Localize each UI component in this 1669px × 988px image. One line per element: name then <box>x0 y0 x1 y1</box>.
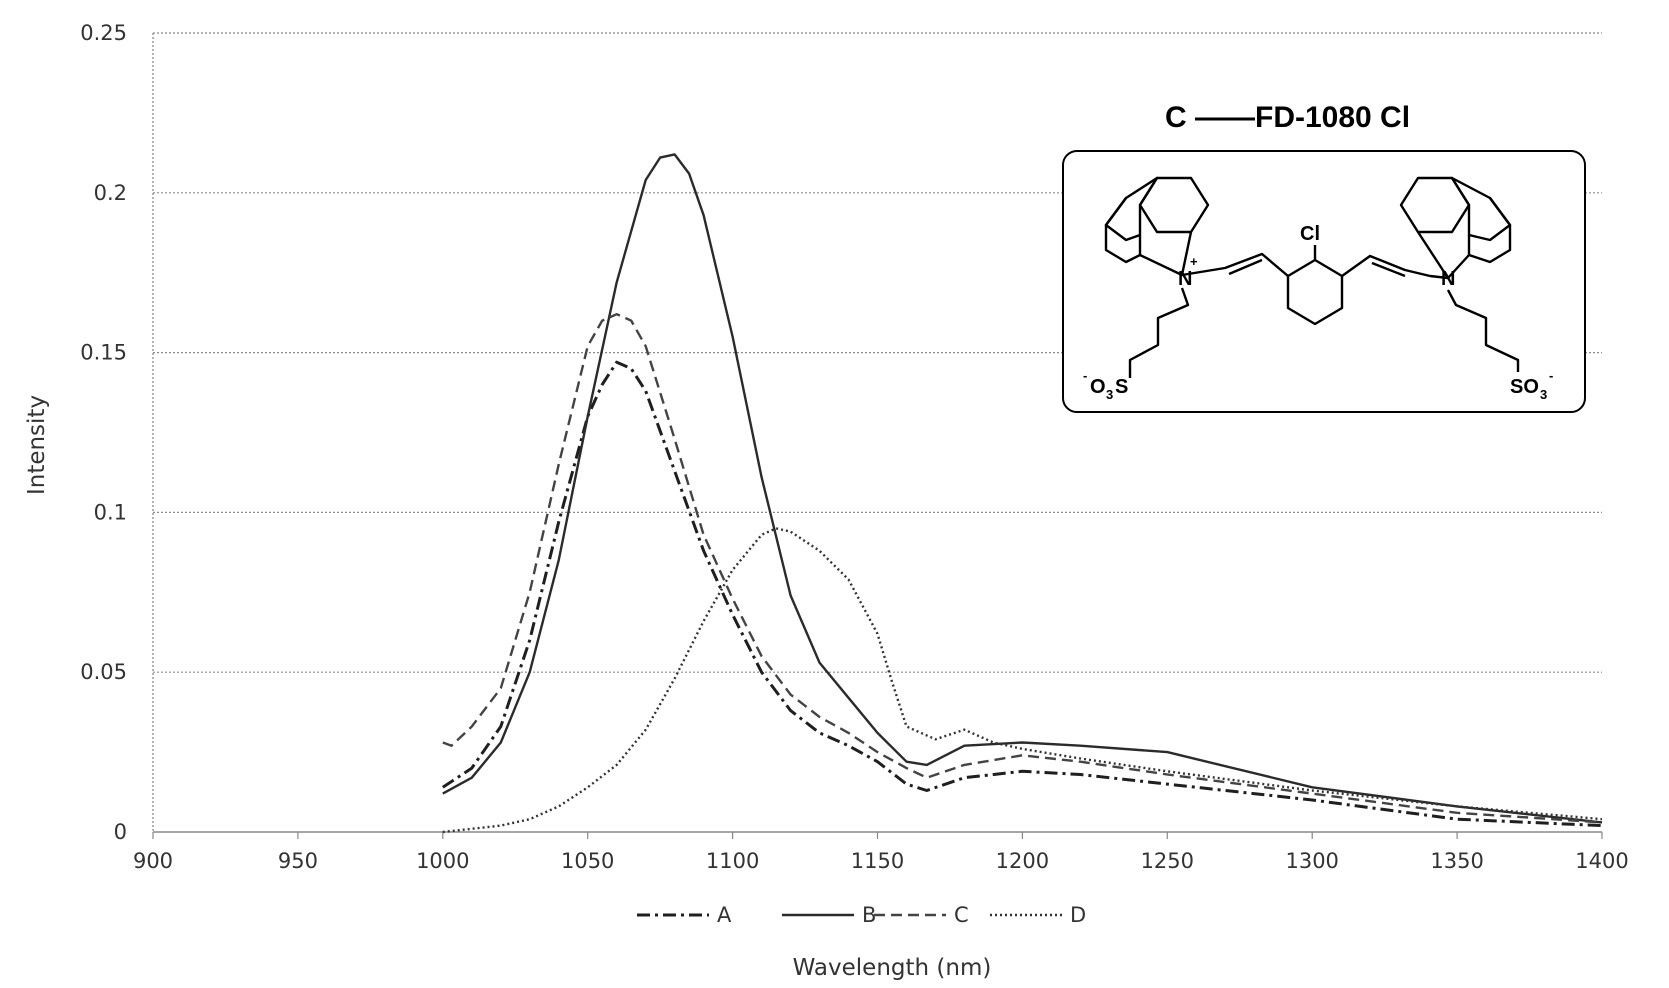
x-tick-label: 1350 <box>1430 849 1483 873</box>
structure-frame <box>1062 150 1586 413</box>
structure-inset: Cl N + N - O 3 S SO 3 - <box>1062 150 1586 413</box>
gridlines <box>153 32 1602 673</box>
svg-text:S: S <box>1115 376 1128 398</box>
x-tick-label: 950 <box>278 849 318 873</box>
svg-text:-: - <box>1549 368 1553 383</box>
x-tick-label: 1100 <box>706 849 759 873</box>
y-tick-label: 0.2 <box>94 181 127 205</box>
nitrogen-left-label: N <box>1178 268 1192 290</box>
x-tick-label: 1300 <box>1285 849 1338 873</box>
chloro-label: Cl <box>1300 223 1320 245</box>
series-line-b <box>442 153 1603 824</box>
y-tick-labels: 0 0.05 0.1 0.15 0.2 0.25 <box>80 21 127 844</box>
svg-text:SO: SO <box>1510 376 1539 398</box>
x-tick-label: 1200 <box>996 849 1049 873</box>
series-lines <box>441 153 1603 834</box>
nitrogen-right-label: N <box>1441 268 1455 290</box>
y-axis-title: Intensity <box>24 395 50 495</box>
series-line-a <box>441 360 1603 828</box>
sulfonate-right-label: SO 3 - <box>1510 368 1553 402</box>
y-tick-label: 0 <box>114 820 127 844</box>
legend-label-d: D <box>1070 903 1086 927</box>
legend-label-b: B <box>862 903 876 927</box>
x-tick-label: 1250 <box>1141 849 1194 873</box>
molecule-drawing <box>1104 176 1520 378</box>
svg-text:-: - <box>1083 368 1087 383</box>
x-tick-label: 1150 <box>851 849 904 873</box>
series-line-c <box>442 313 1603 824</box>
series-line-d <box>442 527 1603 834</box>
sulfonate-left-label: - O 3 S <box>1083 368 1128 402</box>
x-tick-label: 900 <box>133 849 173 873</box>
y-tick-label: 0.1 <box>94 500 127 524</box>
x-tick-label: 1050 <box>561 849 614 873</box>
legend: A B C D <box>637 903 1086 927</box>
positive-charge-label: + <box>1190 254 1198 269</box>
y-tick-label: 0.25 <box>80 21 127 45</box>
x-tick-label: 1400 <box>1575 849 1628 873</box>
x-tick-labels: 900 950 1000 1050 1100 1150 1200 1250 1300 1350 14… <box>133 832 1629 873</box>
y-tick-label: 0.15 <box>80 341 127 365</box>
legend-label-a: A <box>717 903 732 927</box>
svg-text:O: O <box>1090 376 1106 398</box>
y-tick-label: 0.05 <box>80 660 127 684</box>
inset-title: C ——FD-1080 Cl <box>1165 101 1410 134</box>
legend-label-c: C <box>954 903 969 927</box>
svg-text:3: 3 <box>1540 387 1547 402</box>
svg-text:3: 3 <box>1106 387 1113 402</box>
x-tick-label: 1000 <box>416 849 469 873</box>
x-axis-title: Wavelength (nm) <box>793 955 992 981</box>
